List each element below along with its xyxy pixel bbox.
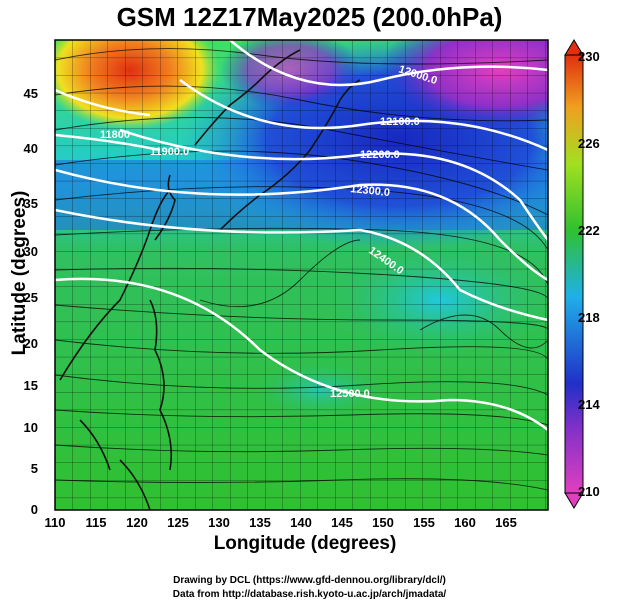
x-tick-label: 155 <box>413 515 435 530</box>
contour-label-12100: 12100.0 <box>380 116 420 128</box>
y-tick-label: 15 <box>23 378 38 393</box>
coastlines <box>59 49 361 510</box>
x-tick-label: 135 <box>249 515 271 530</box>
y-tick-label: 5 <box>30 461 38 476</box>
x-axis-label: Longitude (degrees) <box>213 533 397 554</box>
colorbar-tick-label: 230 <box>578 49 600 64</box>
x-tick-label: 140 <box>290 515 312 530</box>
chart-title: GSM 12Z17May2025 (200.0hPa) <box>116 2 503 32</box>
y-tick-label: 30 <box>23 244 38 259</box>
x-tick-label: 110 <box>44 515 66 530</box>
x-tick-label: 165 <box>495 515 517 530</box>
x-tick-label: 115 <box>85 515 107 530</box>
contour-label-12500: 12500.0 <box>330 388 370 400</box>
x-tick-label: 125 <box>167 515 189 530</box>
y-tick-label: 0 <box>30 502 38 517</box>
colorbar <box>564 39 584 509</box>
plot-frame <box>54 39 549 511</box>
credit-drawing: Drawing by DCL (https://www.gfd-dennou.o… <box>173 575 446 586</box>
y-tick-label: 40 <box>23 141 38 156</box>
x-tick-label: 130 <box>208 515 230 530</box>
colorbar-tick-label: 218 <box>578 310 600 325</box>
x-tick-label: 145 <box>331 515 353 530</box>
contour-label-12200: 12200.0 <box>360 149 400 161</box>
y-tick-label: 10 <box>23 420 38 435</box>
contour-label-11900: 11900.0 <box>150 146 189 158</box>
y-tick-label: 35 <box>23 196 38 211</box>
x-tick-label: 120 <box>126 515 148 530</box>
y-tick-label: 25 <box>23 290 38 305</box>
colorbar-tick-label: 210 <box>578 484 600 499</box>
contour-label-11800: 11800 <box>100 129 130 141</box>
height-contours <box>55 40 548 431</box>
x-tick-label: 160 <box>454 515 476 530</box>
contour-label-12300: 12300.0 <box>350 183 391 199</box>
y-axis-label: Latitude (degrees) <box>9 190 30 356</box>
colorbar-min-triangle <box>564 492 584 509</box>
colorbar-gradient <box>564 54 584 494</box>
y-tick-label: 20 <box>23 336 38 351</box>
x-tick-label: 150 <box>372 515 394 530</box>
colorbar-tick-label: 222 <box>578 223 600 238</box>
colorbar-tick-label: 226 <box>578 136 600 151</box>
wind-streamlines <box>55 48 548 491</box>
credit-data-source: Data from http://database.rish.kyoto-u.a… <box>172 589 447 600</box>
colorbar-tick-label: 214 <box>578 397 600 412</box>
y-tick-label: 45 <box>23 86 38 101</box>
